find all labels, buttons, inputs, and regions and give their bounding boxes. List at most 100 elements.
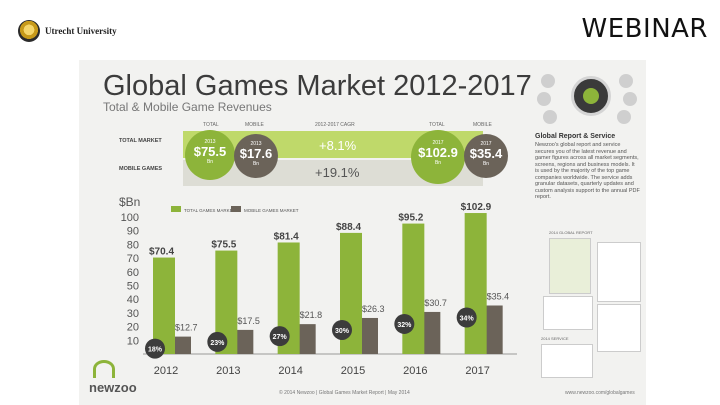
x-tick-label: 2013 [216,365,240,377]
mobile-2013-year: 2013 [250,141,262,147]
total-2017-value: $102.9 [418,145,458,160]
y-tick-label: 100 [121,212,139,224]
col-mobile-2013: MOBILE [245,122,264,128]
bar-total-label: $95.2 [398,213,423,224]
bar-mobile-label: $30.7 [424,298,447,308]
total-2017-year: 2017 [432,140,444,146]
mobile-share-circle [145,338,165,359]
total-2013-unit: Bn [206,159,214,165]
bar-total-label: $75.5 [211,240,236,251]
total-2013-circle: 2013 $75.5 Bn [185,130,235,180]
tablet-icon [623,92,637,106]
mobile-share-label: 18% [148,347,163,354]
university-name: Utrecht University [45,26,117,36]
university-seal-icon [18,20,40,42]
y-tick-label: 20 [127,322,139,334]
mobile-2013-value: $17.6 [239,146,273,161]
mobile-share-circle [207,331,228,352]
row-mobile-games: MOBILE GAMES [119,166,163,172]
y-tick-label: 70 [127,253,139,265]
mobile-2017-year: 2017 [480,141,492,147]
report-label-2: 2014 SERVICE [541,336,569,341]
report-icons [535,70,640,125]
bar-mobile-label: $26.3 [362,304,385,314]
y-tick-label: 60 [127,267,139,279]
mobile-share-label: 27% [273,334,288,341]
x-tick-label: 2016 [403,365,427,377]
x-tick-label: 2012 [154,365,178,377]
y-tick-label: 90 [127,226,139,238]
report-cover-1 [549,238,591,294]
report-page-3 [541,344,593,378]
infographic-slide: Global Games Market 2012-2017 Total & Mo… [79,60,646,405]
bar-total [464,213,487,354]
pc-icon [537,92,551,106]
mobile-icon [541,74,555,88]
mobile-share-label: 30% [335,328,350,335]
mobile-share-label: 23% [210,340,225,347]
mobile-share-label: 32% [397,322,412,329]
total-2017-unit: Bn [434,160,442,166]
bar-mobile [173,336,191,354]
col-total-2017: TOTAL [429,122,445,128]
tv-icon [617,110,631,124]
cagr-total: +8.1% [319,138,357,153]
col-mobile-2017: MOBILE [473,122,492,128]
report-page-2 [597,304,641,352]
y-tick-label: 40 [127,294,139,306]
report-description: Newzoo's global report and service secur… [535,142,640,200]
bar-total [153,257,175,354]
handheld-icon [543,110,557,124]
mobile-share-circle [456,307,477,328]
y-tick-label: 80 [127,239,139,251]
report-page-1 [543,296,593,330]
mobile-2017-circle: 2017 $35.4 Bn [464,134,508,178]
mobile-share-circle [269,326,290,347]
bar-total [277,242,300,354]
bar-total [215,250,238,354]
globe-icon [571,76,611,116]
bar-mobile-label: $17.5 [237,316,260,326]
bar-mobile [484,305,503,354]
mobile-share-label: 34% [460,316,475,323]
copyright-text: © 2014 Newzoo | Global Games Market Repo… [279,390,410,396]
x-tick-label: 2014 [278,365,302,377]
bar-total-label: $102.9 [461,202,492,213]
mobile-2017-value: $35.4 [469,146,503,161]
y-tick-label: 50 [127,281,139,293]
col-total-2013: TOTAL [203,122,219,128]
y-axis-label: $Bn [119,195,140,209]
footer-url: www.newzoo.com/globalgames [565,390,635,396]
infographic-title: Global Games Market 2012-2017 [103,70,532,102]
bar-mobile-label: $35.4 [487,292,510,302]
bar-total [402,223,425,354]
x-tick-label: 2017 [465,365,489,377]
mobile-2017-unit: Bn [482,161,490,167]
bar-mobile-label: $21.8 [300,310,323,320]
bar-mobile [360,317,378,354]
report-panel: Global Report & Service Newzoo's global … [535,70,640,201]
x-tick-label: 2015 [341,365,365,377]
bar-mobile [422,311,441,354]
console-icon [619,74,633,88]
y-tick-label: 30 [127,308,139,320]
slide-header: Utrecht University WEBINAR [0,0,720,60]
row-total-market: TOTAL MARKET [119,138,162,144]
cagr-mobile: +19.1% [315,165,360,180]
infographic-subtitle: Total & Mobile Game Revenues [103,100,272,114]
mobile-2013-circle: 2013 $17.6 Bn [234,134,278,178]
newzoo-logo-icon [93,360,115,378]
total-2017-circle: 2017 $102.9 Bn [411,130,465,184]
bar-total-label: $81.4 [274,231,299,242]
webinar-title: WEBINAR [581,14,708,44]
report-title: Global Report & Service [535,133,616,140]
legend-mobile-label: MOBILE GAMES MARKET [244,208,299,213]
bar-mobile-label: $12.7 [175,323,198,333]
mobile-share-circle [332,319,352,340]
bar-total-label: $88.4 [336,222,361,233]
col-cagr: 2012-2017 CAGR [315,122,355,128]
mobile-share-circle [394,313,415,334]
total-2013-year: 2013 [204,139,216,145]
total-2013-value: $75.5 [193,144,227,159]
